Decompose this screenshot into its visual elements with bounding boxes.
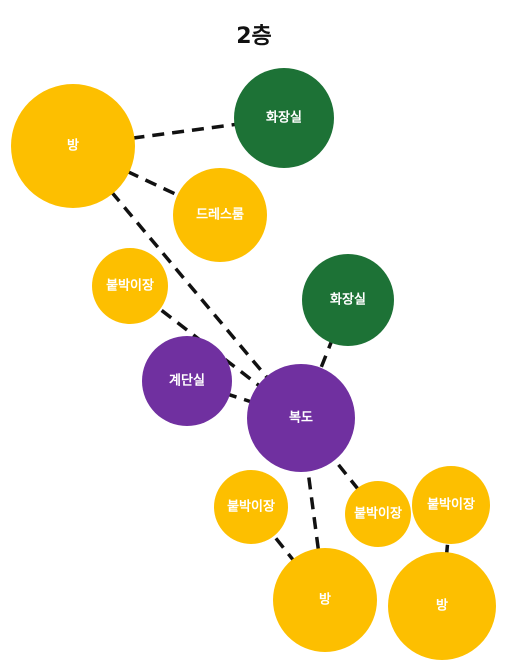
- node-label-room-3: 방: [436, 598, 448, 614]
- node-hallway: 복도: [247, 364, 355, 472]
- node-closet-4: 붙박이장: [412, 466, 490, 544]
- node-label-closet-1: 붙박이장: [106, 278, 154, 294]
- node-label-stairwell: 계단실: [169, 373, 205, 389]
- node-circle-stairwell: [142, 336, 232, 426]
- node-circle-dressroom: [173, 168, 267, 262]
- node-label-closet-3: 붙박이장: [354, 506, 402, 522]
- edge-room-1-bathroom-1: [72, 116, 285, 148]
- node-room-1: 방: [11, 84, 135, 208]
- node-circle-closet-2: [214, 470, 288, 544]
- node-bathroom-1: 화장실: [234, 68, 334, 168]
- node-label-closet-4: 붙박이장: [427, 497, 475, 513]
- node-closet-3: 붙박이장: [345, 481, 411, 547]
- node-label-room-1: 방: [67, 138, 79, 154]
- node-closet-1: 붙박이장: [92, 248, 168, 324]
- node-stairwell: 계단실: [142, 336, 232, 426]
- node-circle-bathroom-2: [302, 254, 394, 346]
- node-label-room-2: 방: [319, 592, 331, 608]
- node-circle-room-3: [388, 552, 496, 660]
- node-bathroom-2: 화장실: [302, 254, 394, 346]
- node-label-bathroom-1: 화장실: [266, 110, 302, 126]
- diagram-title: 2층: [236, 24, 272, 49]
- node-circle-room-1: [11, 84, 135, 208]
- node-label-closet-2: 붙박이장: [227, 499, 275, 515]
- node-closet-2: 붙박이장: [214, 470, 288, 544]
- node-circle-bathroom-1: [234, 68, 334, 168]
- node-circle-closet-1: [92, 248, 168, 324]
- node-circle-closet-4: [412, 466, 490, 544]
- node-dressroom: 드레스룸: [173, 168, 267, 262]
- node-label-hallway: 복도: [289, 411, 313, 426]
- node-circle-closet-3: [345, 481, 411, 547]
- node-label-bathroom-2: 화장실: [330, 292, 366, 308]
- node-room-2: 방: [273, 548, 377, 652]
- node-circle-hallway: [247, 364, 355, 472]
- node-label-dressroom: 드레스룸: [196, 207, 244, 223]
- node-circle-room-2: [273, 548, 377, 652]
- node-room-3: 방: [388, 552, 496, 660]
